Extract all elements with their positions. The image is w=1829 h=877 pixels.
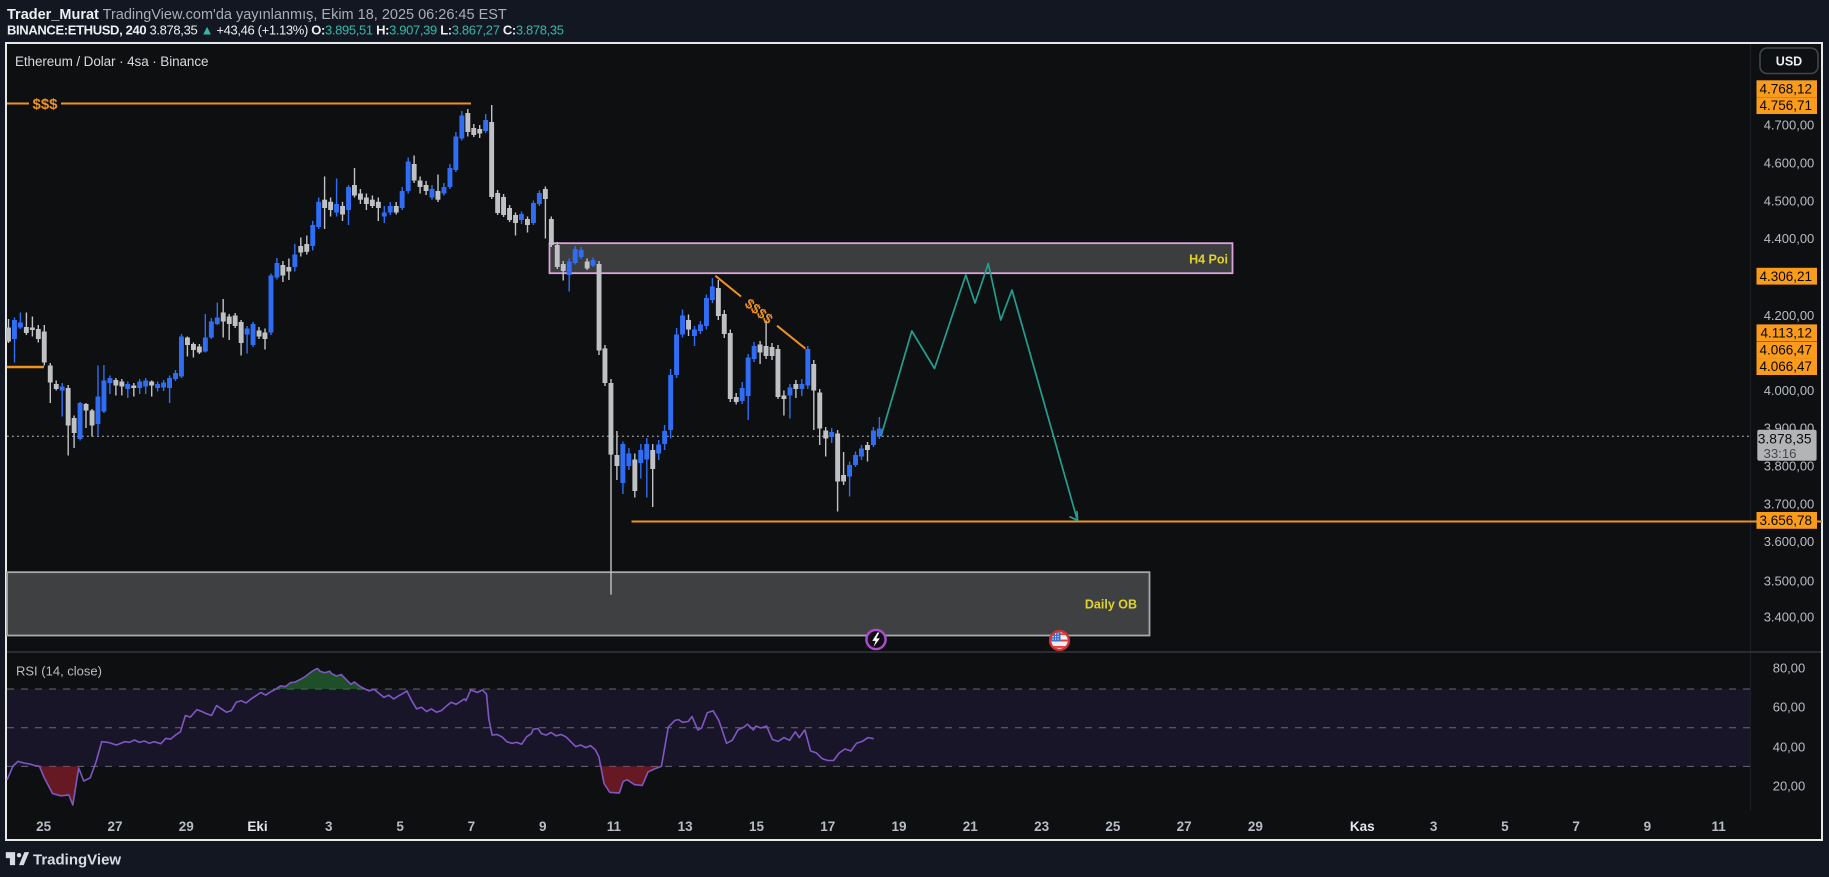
- svg-text:7: 7: [468, 819, 476, 834]
- svg-text:3.400,00: 3.400,00: [1764, 610, 1815, 625]
- svg-text:5: 5: [396, 819, 404, 834]
- svg-text:3.500,00: 3.500,00: [1764, 574, 1815, 589]
- svg-text:$$$: $$$: [32, 96, 58, 113]
- svg-text:4.000,00: 4.000,00: [1764, 383, 1815, 398]
- svg-text:80,00: 80,00: [1773, 660, 1806, 675]
- svg-text:TradingView: TradingView: [33, 852, 121, 869]
- svg-text:3.700,00: 3.700,00: [1764, 496, 1815, 511]
- svg-text:11: 11: [1712, 819, 1727, 834]
- svg-text:23: 23: [1034, 819, 1050, 834]
- svg-text:Kas: Kas: [1350, 819, 1375, 834]
- svg-text:33:16: 33:16: [1764, 446, 1797, 461]
- svg-text:5: 5: [1501, 819, 1509, 834]
- svg-text:3.656,78: 3.656,78: [1759, 513, 1812, 528]
- svg-text:H4 Poi: H4 Poi: [1189, 253, 1228, 267]
- svg-text:20,00: 20,00: [1773, 779, 1806, 794]
- svg-text:4.066,47: 4.066,47: [1759, 359, 1812, 374]
- svg-text:11: 11: [607, 819, 622, 834]
- svg-text:19: 19: [891, 819, 906, 834]
- svg-text:4.600,00: 4.600,00: [1764, 156, 1815, 171]
- svg-text:3: 3: [325, 819, 333, 834]
- svg-text:3: 3: [1430, 819, 1438, 834]
- svg-text:15: 15: [749, 819, 765, 834]
- svg-text:29: 29: [179, 819, 194, 834]
- svg-text:29: 29: [1248, 819, 1263, 834]
- svg-text:9: 9: [539, 819, 547, 834]
- svg-text:4.066,47: 4.066,47: [1759, 343, 1812, 358]
- svg-text:USD: USD: [1776, 55, 1802, 69]
- svg-text:17: 17: [820, 819, 835, 834]
- svg-text:60,00: 60,00: [1773, 700, 1806, 715]
- svg-text:4.400,00: 4.400,00: [1764, 231, 1815, 246]
- svg-text:25: 25: [36, 819, 52, 834]
- svg-text:3.800,00: 3.800,00: [1764, 459, 1815, 474]
- svg-text:4.700,00: 4.700,00: [1764, 118, 1815, 133]
- svg-text:7: 7: [1572, 819, 1580, 834]
- svg-text:3.878,35: 3.878,35: [1758, 432, 1812, 447]
- svg-text:RSI (14, close): RSI (14, close): [16, 664, 102, 679]
- svg-text:21: 21: [963, 819, 979, 834]
- svg-text:Ethereum / Dolar · 4sa · Binan: Ethereum / Dolar · 4sa · Binance: [15, 54, 208, 69]
- svg-text:4.200,00: 4.200,00: [1764, 308, 1815, 323]
- svg-text:40,00: 40,00: [1773, 740, 1806, 755]
- svg-text:27: 27: [107, 819, 122, 834]
- svg-text:4.113,12: 4.113,12: [1760, 325, 1812, 340]
- svg-text:Eki: Eki: [247, 819, 267, 834]
- svg-text:25: 25: [1105, 819, 1121, 834]
- svg-text:9: 9: [1644, 819, 1652, 834]
- svg-text:4.500,00: 4.500,00: [1764, 193, 1815, 208]
- svg-text:3.600,00: 3.600,00: [1764, 534, 1815, 549]
- svg-text:Trader_Murat TradingView.com'd: Trader_Murat TradingView.com'da yayınlan…: [7, 7, 507, 23]
- svg-text:4.306,21: 4.306,21: [1759, 269, 1812, 284]
- svg-text:27: 27: [1177, 819, 1192, 834]
- svg-text:13: 13: [678, 819, 694, 834]
- svg-text:BINANCE:ETHUSD, 240 3.878,35: BINANCE:ETHUSD, 240 3.878,35 ▲ +43,46 (+…: [7, 23, 564, 38]
- svg-text:4.756,71: 4.756,71: [1759, 98, 1812, 113]
- svg-text:4.768,12: 4.768,12: [1759, 81, 1812, 96]
- svg-text:Daily OB: Daily OB: [1085, 598, 1137, 612]
